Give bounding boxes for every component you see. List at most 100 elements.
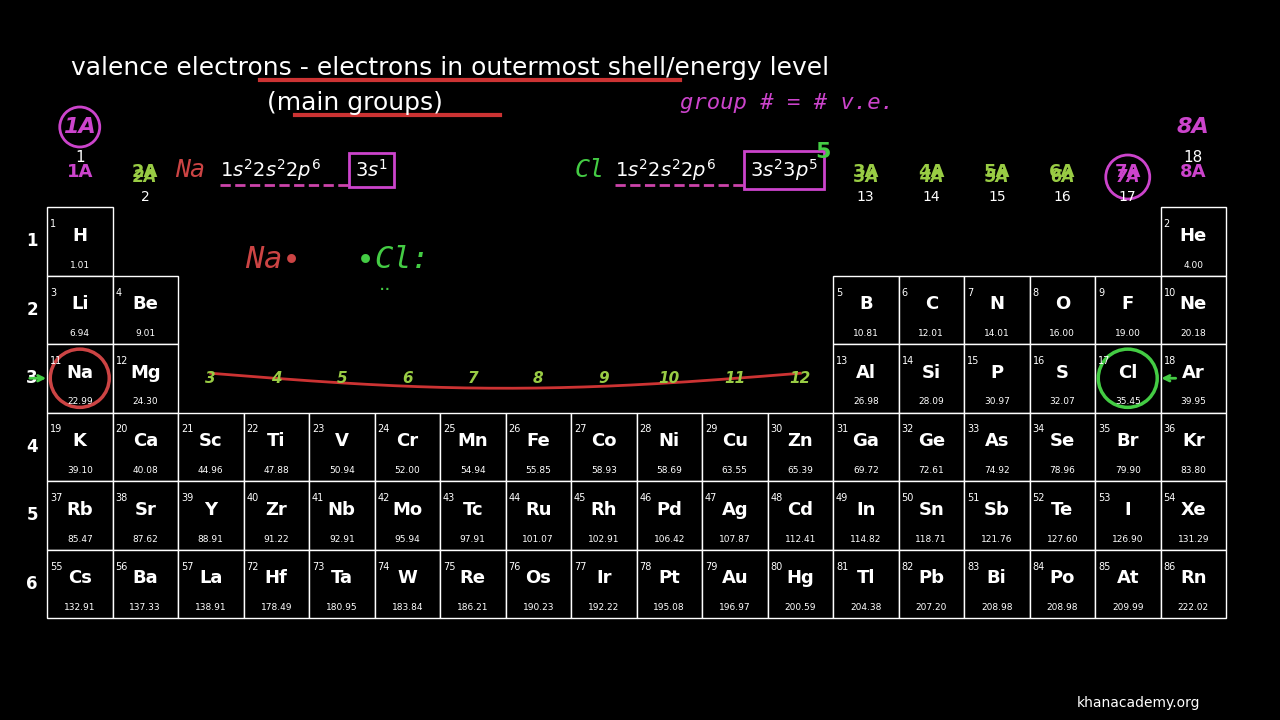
Text: 32.07: 32.07 xyxy=(1050,397,1075,407)
Bar xyxy=(47,207,113,276)
Text: $1s^22s^22p^6$: $1s^22s^22p^6$ xyxy=(220,157,321,183)
Text: 14: 14 xyxy=(923,190,940,204)
Text: 106.42: 106.42 xyxy=(654,534,685,544)
Text: 11: 11 xyxy=(50,356,63,366)
Bar xyxy=(833,549,899,618)
Text: 46: 46 xyxy=(640,493,652,503)
Bar xyxy=(1029,276,1094,344)
Text: 92.91: 92.91 xyxy=(329,534,355,544)
Text: Ru: Ru xyxy=(525,501,552,519)
Text: Ti: Ti xyxy=(268,432,285,450)
Text: Mo: Mo xyxy=(392,501,422,519)
Text: 24.30: 24.30 xyxy=(132,397,157,407)
Text: 8: 8 xyxy=(532,371,544,386)
Bar xyxy=(1094,481,1161,549)
Text: khanacademy.org: khanacademy.org xyxy=(1076,696,1201,710)
Text: Xe: Xe xyxy=(1180,501,1206,519)
Text: 29: 29 xyxy=(705,425,717,434)
Text: Kr: Kr xyxy=(1181,432,1204,450)
Text: Ne: Ne xyxy=(1180,295,1207,313)
Text: 3: 3 xyxy=(205,371,216,386)
Text: 208.98: 208.98 xyxy=(980,603,1012,612)
Text: 39: 39 xyxy=(180,493,193,503)
Text: 17: 17 xyxy=(1098,356,1110,366)
Bar xyxy=(178,549,243,618)
Bar xyxy=(899,549,964,618)
Text: 10: 10 xyxy=(1164,287,1176,297)
Text: 84: 84 xyxy=(1033,562,1044,572)
Text: Ga: Ga xyxy=(852,432,879,450)
Text: 44.96: 44.96 xyxy=(198,466,224,475)
Text: Cu: Cu xyxy=(722,432,748,450)
Text: 77: 77 xyxy=(573,562,586,572)
Text: 183.84: 183.84 xyxy=(392,603,422,612)
Text: F: F xyxy=(1121,295,1134,313)
Text: 25: 25 xyxy=(443,425,456,434)
Bar xyxy=(768,413,833,481)
Text: 21: 21 xyxy=(180,425,193,434)
Text: 121.76: 121.76 xyxy=(980,534,1012,544)
Text: 37: 37 xyxy=(50,493,63,503)
Text: Zr: Zr xyxy=(265,501,287,519)
Bar xyxy=(47,549,113,618)
Text: group # = # v.e.: group # = # v.e. xyxy=(680,93,893,113)
Text: Cr: Cr xyxy=(397,432,419,450)
Text: 44: 44 xyxy=(508,493,521,503)
Text: 12.01: 12.01 xyxy=(918,329,945,338)
Text: 75: 75 xyxy=(443,562,456,572)
Text: Mg: Mg xyxy=(131,364,160,382)
Text: 54: 54 xyxy=(1164,493,1176,503)
Text: 63.55: 63.55 xyxy=(722,466,748,475)
Text: 34: 34 xyxy=(1033,425,1044,434)
Text: 28: 28 xyxy=(640,425,652,434)
Text: 38: 38 xyxy=(115,493,128,503)
Bar xyxy=(964,481,1029,549)
Text: Ni: Ni xyxy=(659,432,680,450)
Text: He: He xyxy=(1180,227,1207,245)
Text: 79: 79 xyxy=(705,562,717,572)
Text: 1: 1 xyxy=(27,233,37,251)
Text: Li: Li xyxy=(70,295,88,313)
Text: I: I xyxy=(1124,501,1132,519)
Text: Cl: Cl xyxy=(1117,364,1138,382)
Text: Pb: Pb xyxy=(918,570,945,588)
Text: 52.00: 52.00 xyxy=(394,466,420,475)
Bar xyxy=(1161,207,1226,276)
Bar xyxy=(964,549,1029,618)
Text: 55: 55 xyxy=(50,562,63,572)
Text: Cs: Cs xyxy=(68,570,92,588)
Text: 204.38: 204.38 xyxy=(850,603,882,612)
Text: 178.49: 178.49 xyxy=(261,603,292,612)
Bar xyxy=(1161,481,1226,549)
Text: Au: Au xyxy=(722,570,748,588)
Text: 7A: 7A xyxy=(1115,168,1140,186)
Text: 19.00: 19.00 xyxy=(1115,329,1140,338)
Bar xyxy=(636,481,701,549)
Text: 79.90: 79.90 xyxy=(1115,466,1140,475)
Text: 1: 1 xyxy=(76,150,84,164)
Text: 17: 17 xyxy=(1119,190,1137,204)
Text: 6A: 6A xyxy=(1050,163,1075,181)
Bar xyxy=(701,549,768,618)
Text: 47: 47 xyxy=(705,493,717,503)
Text: 7: 7 xyxy=(966,287,973,297)
Text: 1A: 1A xyxy=(67,163,93,181)
Bar xyxy=(964,276,1029,344)
Bar xyxy=(899,481,964,549)
Text: La: La xyxy=(200,570,223,588)
Text: Na$\bullet$: Na$\bullet$ xyxy=(244,246,298,274)
Text: 9: 9 xyxy=(599,371,609,386)
Bar xyxy=(899,344,964,413)
Text: 3: 3 xyxy=(26,369,38,387)
Text: 9.01: 9.01 xyxy=(136,329,155,338)
Text: Ge: Ge xyxy=(918,432,945,450)
Text: 53: 53 xyxy=(1098,493,1110,503)
Text: 30: 30 xyxy=(771,425,783,434)
Text: Si: Si xyxy=(922,364,941,382)
Text: 10.81: 10.81 xyxy=(852,329,878,338)
Bar xyxy=(768,549,833,618)
Text: 6: 6 xyxy=(402,371,412,386)
Text: Ir: Ir xyxy=(596,570,612,588)
Text: 7A: 7A xyxy=(1115,163,1140,181)
Text: Se: Se xyxy=(1050,432,1075,450)
